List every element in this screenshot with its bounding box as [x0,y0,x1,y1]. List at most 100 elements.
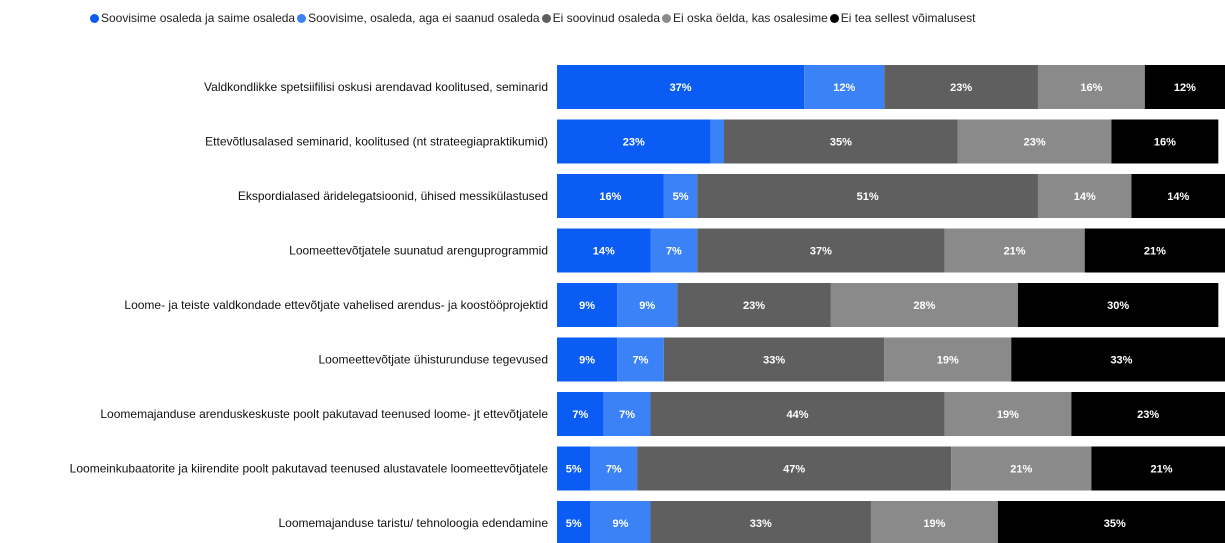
legend-item: Soovisime osaleda ja saime osaleda [90,11,295,25]
legend-label: Soovisime, osaleda, aga ei saanud osaled… [308,11,540,25]
data-label: 5% [673,191,689,203]
legend-item: Ei soovinud osaleda [541,11,661,25]
bar-segment [1037,174,1132,218]
data-label: 23% [743,300,765,312]
category-label: Loome- ja teiste valdkondade ettevõtjate… [124,298,548,312]
bar-segment [1084,228,1225,273]
bar-segment [944,228,1085,273]
bar-segment [1131,174,1225,218]
data-label: 9% [579,300,595,312]
category-label: Loomemajanduse taristu/ tehnoloogia eden… [278,516,548,530]
data-label: 19% [937,355,959,367]
legend-marker-icon [662,14,672,23]
bar-segment [590,446,638,491]
legend-item: Soovisime, osaleda, aga ei saanud osaled… [297,11,540,25]
bar-segment [617,283,678,327]
bar-segment [957,119,1112,164]
category-label: Valdkondlikke spetsiifilisi oskusi arend… [204,80,548,94]
legend-label: Soovisime osaleda ja saime osaleda [101,11,296,25]
bar-segment [663,174,698,218]
bar-segment [603,392,651,436]
bar-segment [697,174,1038,218]
bar-segment [1091,446,1225,491]
data-label: 33% [1110,355,1132,367]
data-label: 14% [1167,191,1189,203]
data-label: 19% [997,409,1019,421]
bar-segment [804,65,885,109]
legend-item: Ei oska öelda, kas osalesime [662,11,828,25]
bar-segment [1144,65,1225,109]
data-label: 47% [783,464,805,476]
legend: Soovisime osaleda ja saime osaleda Soovis… [90,11,978,25]
bar-segment [557,501,591,543]
data-label: 12% [833,82,855,94]
data-label: 23% [950,82,972,94]
legend-label: Ei oska öelda, kas osalesime [673,11,828,25]
data-label: 5% [566,464,582,476]
bar-segment [997,501,1225,543]
data-label: 23% [623,137,645,149]
category-label: Loomeettevõtjate ühisturunduse tegevused [319,353,549,367]
bar-segment [724,119,958,164]
data-label: 35% [1104,518,1126,530]
data-label: 12% [1174,82,1196,94]
bar-segment [637,446,952,491]
data-label: 7% [606,464,622,476]
data-label: 21% [1151,464,1173,476]
bar-segment [557,65,805,109]
data-label: 35% [830,137,852,149]
bar-segment [884,337,1012,382]
bar-segment [650,392,945,436]
category-label: Loomeettevõtjatele suunatud arenguprogra… [289,244,548,258]
data-label: 21% [1010,464,1032,476]
bar-segment [697,228,945,273]
data-label: 7% [619,409,635,421]
legend-marker-icon [297,14,307,23]
bar-segment [1071,392,1225,436]
bar-segment [557,283,618,327]
data-label: 7% [572,409,588,421]
bar-segment [870,501,998,543]
bar-segment [557,119,711,164]
bar-segment [557,337,618,382]
data-label: 9% [639,300,655,312]
bar-segment [663,337,885,382]
bar-segment [1011,337,1225,382]
bar-segment [830,283,1018,327]
data-label: 9% [579,355,595,367]
bar-segment [1111,119,1219,164]
bar-segment [710,119,724,164]
category-label: Ekspordialased äridelegatsioonid, ühised… [238,189,548,203]
data-label: 16% [1080,82,1102,94]
data-label: 28% [913,300,935,312]
legend-item: Ei tea sellest võimalusest [829,11,976,25]
data-label: 14% [593,246,615,258]
bar-segment [557,446,591,491]
data-label: 37% [670,82,692,94]
data-label: 5% [566,518,582,530]
data-label: 7% [633,355,649,367]
data-label: 51% [857,191,879,203]
data-label: 19% [923,518,945,530]
category-label: Ettevõtlusalased seminarid, koolitused (… [205,135,548,149]
legend-marker-icon [541,14,551,23]
bar-segment [944,392,1072,436]
data-label: 23% [1137,409,1159,421]
legend-label: Ei tea sellest võimalusest [840,11,976,25]
bar-segment [677,283,831,327]
bar-segment [617,337,664,382]
bar-segment [884,65,1038,109]
data-label: 16% [1154,137,1176,149]
bar-segment [590,501,651,543]
data-label: 30% [1107,300,1129,312]
bar-segment [650,501,871,543]
data-label: 33% [750,518,772,530]
data-label: 21% [1004,246,1026,258]
bar-segment [1017,283,1219,327]
legend-label: Ei soovinud osaleda [552,11,661,25]
data-label: 14% [1074,191,1096,203]
data-label: 37% [810,246,832,258]
data-label: 9% [613,518,629,530]
